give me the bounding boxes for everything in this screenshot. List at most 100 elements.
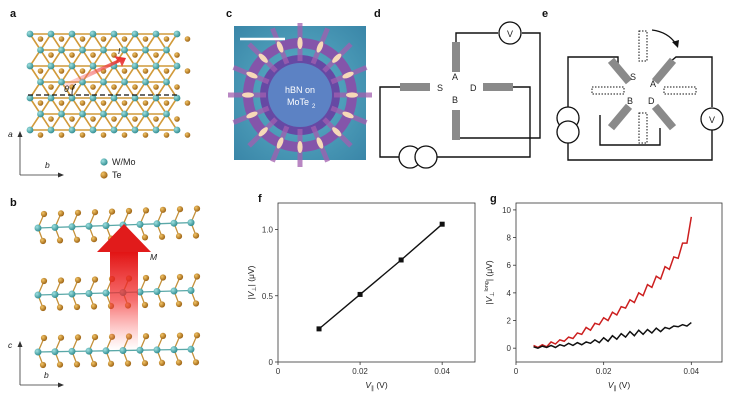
te-atom bbox=[163, 100, 170, 106]
te-atom bbox=[100, 132, 107, 138]
metal-atom bbox=[26, 126, 34, 134]
contact-e-a: A bbox=[650, 79, 656, 89]
metal-atom bbox=[152, 30, 160, 38]
y-axis-label: |V⊥| (μV) bbox=[246, 265, 258, 299]
circuit-e-dotted-contacts bbox=[591, 30, 697, 144]
voltmeter-e bbox=[700, 107, 724, 131]
metal-atom bbox=[173, 126, 181, 134]
te-atom bbox=[48, 116, 54, 122]
te-atom bbox=[158, 301, 166, 308]
metal-atom bbox=[136, 346, 144, 354]
te-atom bbox=[153, 116, 159, 122]
te-atom bbox=[73, 236, 81, 243]
contact-d-d: D bbox=[470, 83, 477, 93]
electrode-pad bbox=[258, 53, 268, 63]
te-atom bbox=[58, 68, 65, 74]
electrode-pad bbox=[332, 127, 342, 137]
panel-a-lattice bbox=[26, 30, 191, 138]
metal-atom bbox=[131, 62, 139, 70]
metal-atom bbox=[68, 62, 76, 70]
metal-atom bbox=[110, 126, 118, 134]
metal-atom bbox=[47, 126, 55, 134]
panel-c-label: c bbox=[226, 8, 232, 20]
te-atom bbox=[132, 116, 138, 122]
te-atom bbox=[91, 276, 99, 283]
legend-wmo-marker bbox=[100, 158, 108, 166]
panel-f: f 0 0.02 0.04 0 0.5 1.0 V∥ (V) |V⊥| (μV) bbox=[246, 193, 476, 392]
metal-atom bbox=[173, 30, 181, 38]
metal-atom bbox=[26, 30, 34, 38]
panel-f-label: f bbox=[258, 193, 262, 205]
metal-atom bbox=[85, 222, 93, 230]
te-atom bbox=[48, 84, 54, 90]
te-atom bbox=[142, 100, 149, 106]
device-text-sub: 2 bbox=[312, 104, 316, 110]
metal-atom bbox=[163, 46, 170, 54]
metal-atom bbox=[37, 46, 44, 54]
panel-g: g 0 0.02 0.04 0 2 4 6 8 10 V∥ (V) |V⊥long| (μV) bbox=[484, 193, 723, 392]
x-tick-label: 0.02 bbox=[596, 367, 612, 376]
metal-atom bbox=[89, 62, 97, 70]
metal-atom bbox=[79, 110, 86, 118]
axis-c-label: c bbox=[8, 340, 13, 350]
series-red-line bbox=[533, 216, 693, 349]
te-atom bbox=[100, 100, 107, 106]
plot-frame bbox=[277, 202, 476, 363]
te-atom bbox=[56, 304, 64, 311]
metal-atom bbox=[47, 62, 55, 70]
te-atom bbox=[184, 100, 191, 106]
te-atom bbox=[142, 333, 150, 340]
metal-atom bbox=[34, 348, 42, 356]
metal-atom bbox=[136, 288, 144, 296]
te-atom bbox=[39, 361, 47, 369]
electrode-pad bbox=[258, 127, 268, 137]
metal-atom bbox=[37, 78, 44, 86]
te-atom bbox=[153, 52, 159, 58]
panel-a-axes bbox=[17, 131, 64, 178]
panel-c: c hBN on MoTe 2 bbox=[226, 8, 372, 167]
te-atom bbox=[79, 36, 86, 42]
te-atom bbox=[142, 132, 149, 138]
te-atom bbox=[91, 209, 99, 216]
series-line bbox=[318, 223, 443, 330]
te-atom bbox=[79, 100, 86, 106]
te-atom bbox=[175, 359, 183, 366]
electrode-pad bbox=[276, 41, 284, 53]
metal-atom bbox=[37, 110, 44, 118]
metal-atom bbox=[187, 287, 195, 294]
electrode-pad bbox=[246, 111, 258, 119]
te-atom bbox=[125, 207, 133, 215]
te-atom bbox=[176, 273, 184, 281]
te-atom bbox=[90, 116, 96, 122]
metal-atom bbox=[173, 62, 181, 70]
panel-e: e S A B D V bbox=[542, 8, 724, 161]
metal-atom bbox=[51, 223, 59, 231]
metal-atom bbox=[100, 46, 107, 54]
panel-a-label: a bbox=[10, 8, 17, 20]
metal-atom bbox=[26, 94, 34, 102]
chart-g: 0 0.02 0.04 0 2 4 6 8 10 V∥ (V) |V⊥long| (μV) bbox=[484, 202, 723, 392]
te-atom bbox=[142, 36, 149, 42]
y-tick-label: 2 bbox=[507, 317, 512, 326]
panel-d: d A S D B V bbox=[374, 8, 541, 169]
data-point bbox=[439, 221, 445, 227]
te-atom bbox=[163, 36, 170, 42]
te-atom bbox=[69, 116, 75, 122]
device-text-line1: hBN on bbox=[285, 85, 315, 95]
te-atom bbox=[124, 360, 132, 367]
te-atom bbox=[132, 84, 138, 90]
x-axis-label: V∥ (V) bbox=[365, 380, 388, 392]
te-atom bbox=[132, 52, 138, 58]
metal-atom bbox=[58, 110, 65, 118]
te-atom bbox=[100, 36, 107, 42]
metal-atom bbox=[47, 94, 55, 102]
te-atom bbox=[174, 84, 180, 90]
te-atom bbox=[40, 277, 48, 285]
metal-atom bbox=[34, 291, 42, 299]
te-atom bbox=[141, 234, 149, 241]
te-atom bbox=[141, 301, 149, 309]
te-atom bbox=[74, 334, 82, 341]
y-tick-label: 0 bbox=[269, 358, 274, 367]
data-point bbox=[398, 257, 404, 263]
te-atom bbox=[163, 68, 170, 74]
